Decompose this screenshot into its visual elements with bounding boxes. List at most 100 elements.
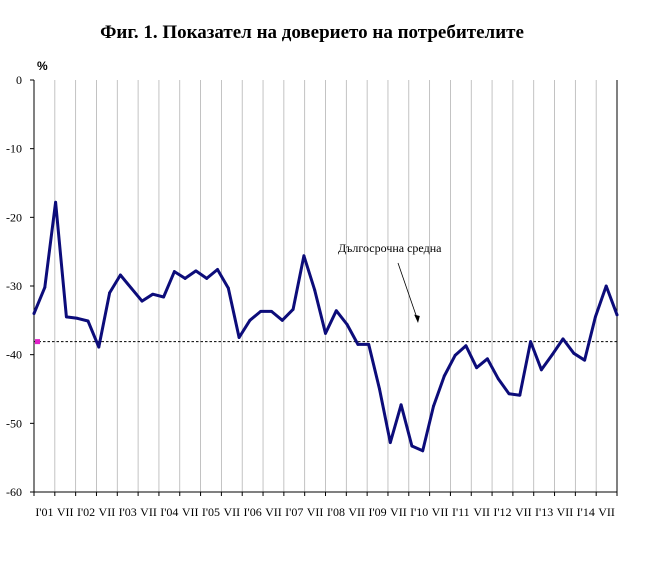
y-axis-unit-label: % [37,59,48,73]
data-point [561,337,565,341]
data-point [259,310,263,313]
x-tick-label: VII [557,505,574,519]
x-tick-label: VII [515,505,532,519]
x-tick-label: VII [223,505,240,519]
data-point [410,444,414,448]
data-point [583,358,587,362]
data-point [367,342,371,346]
data-point [604,284,608,288]
x-tick-label: I'09 [368,505,386,519]
data-point [172,270,176,273]
x-tick-label: VII [473,505,490,519]
data-point [97,345,101,349]
annotation: Дългосрочна средна [338,241,442,323]
x-tick-label: VII [57,505,74,519]
x-tick-label: I'14 [577,505,595,519]
x-tick-label: I'12 [493,505,511,519]
data-point [345,323,349,326]
long-term-average-line [34,339,617,345]
y-tick-label: 0 [16,73,22,87]
data-point [205,277,209,280]
data-point [378,387,381,391]
reference-marker [35,339,40,345]
chart-title: Фиг. 1. Показател на доверието на потреб… [100,22,524,43]
y-tick-label: -50 [6,416,22,430]
x-tick-label: I'05 [202,505,220,519]
data-point [453,353,457,357]
data-point [432,404,435,408]
x-tick-label: I'04 [160,505,178,519]
x-tick-label: VII [432,505,449,519]
data-point [356,342,360,346]
data-point [194,269,198,273]
data-point [464,344,468,348]
y-tick-label: -30 [6,279,22,293]
x-tick-label: I'02 [77,505,95,519]
x-tick-label: I'03 [119,505,137,519]
data-point [550,353,554,357]
data-point [108,291,111,295]
data-point [615,313,619,317]
y-tick-label: -60 [6,485,22,499]
data-point [140,299,144,303]
data-point [313,288,317,292]
series-line [32,200,619,453]
data-point [572,351,576,355]
data-point [129,286,133,290]
data-point [64,315,68,319]
data-point [421,449,425,453]
y-tick-label: -20 [6,210,22,224]
x-axis-ticks: I'01 VII I'02 VII I'03 VII I'04 VII I'05 VII I'06 V… [33,492,618,519]
data-point [183,277,187,280]
data-point [32,312,36,315]
data-point [226,286,230,290]
data-point [54,200,57,204]
data-point [43,285,47,289]
y-axis-ticks: 0 -10 -20 -30 -40 -50 -60 [6,73,34,499]
data-point [75,316,79,320]
annotation-arrow-shaft [397,262,419,322]
data-point [388,441,392,444]
data-point [270,310,273,313]
data-point [399,403,403,407]
y-tick-label: -10 [6,142,22,156]
data-point [162,295,165,299]
data-point [507,392,511,396]
data-point [237,336,241,339]
x-tick-label: I'06 [244,505,262,519]
data-point [324,331,327,335]
data-point [151,292,155,296]
x-tick-label: VII [99,505,116,519]
x-tick-label: VII [140,505,157,519]
data-point [280,318,284,322]
x-tick-label: I'10 [410,505,428,519]
data-point [442,374,446,378]
x-tick-label: VII [348,505,365,519]
data-point [334,309,338,313]
data-point [475,366,479,370]
data-point [496,377,500,381]
annotation-label: Дългосрочна средна [338,241,442,255]
data-point [86,319,90,323]
x-tick-label: VII [307,505,324,519]
data-point [248,318,252,322]
y-tick-label: -40 [6,348,22,362]
x-tick-label: VII [265,505,282,519]
x-tick-label: VII [598,505,615,519]
data-point [518,393,522,397]
x-tick-label: VII [182,505,199,519]
x-tick-label: I'11 [452,505,470,519]
x-tick-label: I'13 [535,505,553,519]
x-tick-label: VII [390,505,407,519]
data-point [540,368,543,372]
x-tick-label: I'08 [327,505,345,519]
data-point [486,357,489,361]
data-point [216,268,219,271]
vertical-gridlines [54,80,597,492]
data-point [529,340,533,344]
annotation-arrowhead [414,314,420,323]
x-tick-label: I'07 [285,505,303,519]
data-point [291,307,295,311]
x-tick-label: I'01 [35,505,53,519]
